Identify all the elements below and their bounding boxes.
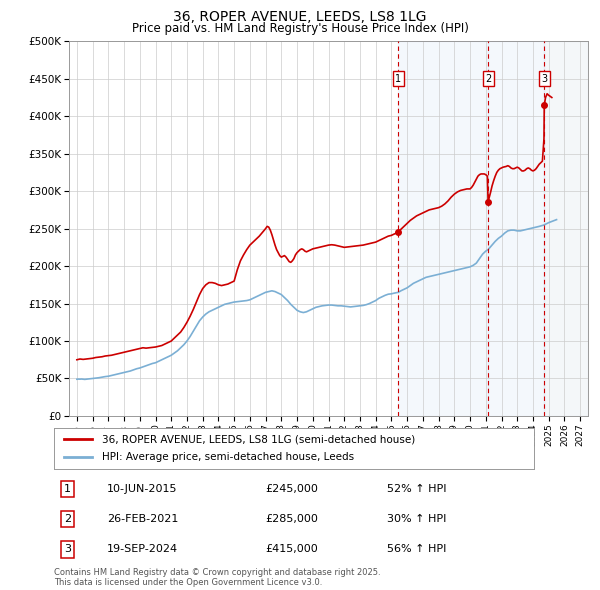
Text: Price paid vs. HM Land Registry's House Price Index (HPI): Price paid vs. HM Land Registry's House … (131, 22, 469, 35)
Text: This data is licensed under the Open Government Licence v3.0.: This data is licensed under the Open Gov… (54, 578, 322, 587)
Text: 52% ↑ HPI: 52% ↑ HPI (386, 484, 446, 494)
Text: 10-JUN-2015: 10-JUN-2015 (107, 484, 178, 494)
Text: Contains HM Land Registry data © Crown copyright and database right 2025.: Contains HM Land Registry data © Crown c… (54, 568, 380, 576)
Text: 1: 1 (64, 484, 71, 494)
Text: 1: 1 (395, 74, 401, 84)
Bar (544, 41, 588, 416)
Text: £245,000: £245,000 (265, 484, 318, 494)
Text: £415,000: £415,000 (265, 545, 318, 555)
Text: 3: 3 (541, 74, 547, 84)
Text: 19-SEP-2024: 19-SEP-2024 (107, 545, 178, 555)
Text: 36, ROPER AVENUE, LEEDS, LS8 1LG: 36, ROPER AVENUE, LEEDS, LS8 1LG (173, 10, 427, 24)
Bar (488, 41, 544, 416)
Bar (398, 41, 488, 416)
Bar (544, 41, 588, 416)
Text: 2: 2 (64, 514, 71, 524)
Text: 36, ROPER AVENUE, LEEDS, LS8 1LG (semi-detached house): 36, ROPER AVENUE, LEEDS, LS8 1LG (semi-d… (102, 434, 415, 444)
Text: £285,000: £285,000 (265, 514, 318, 524)
Text: HPI: Average price, semi-detached house, Leeds: HPI: Average price, semi-detached house,… (102, 453, 354, 463)
Text: 3: 3 (64, 545, 71, 555)
Text: 2: 2 (485, 74, 491, 84)
Text: 30% ↑ HPI: 30% ↑ HPI (386, 514, 446, 524)
Bar (544, 41, 588, 416)
Text: 26-FEB-2021: 26-FEB-2021 (107, 514, 178, 524)
Text: 56% ↑ HPI: 56% ↑ HPI (386, 545, 446, 555)
